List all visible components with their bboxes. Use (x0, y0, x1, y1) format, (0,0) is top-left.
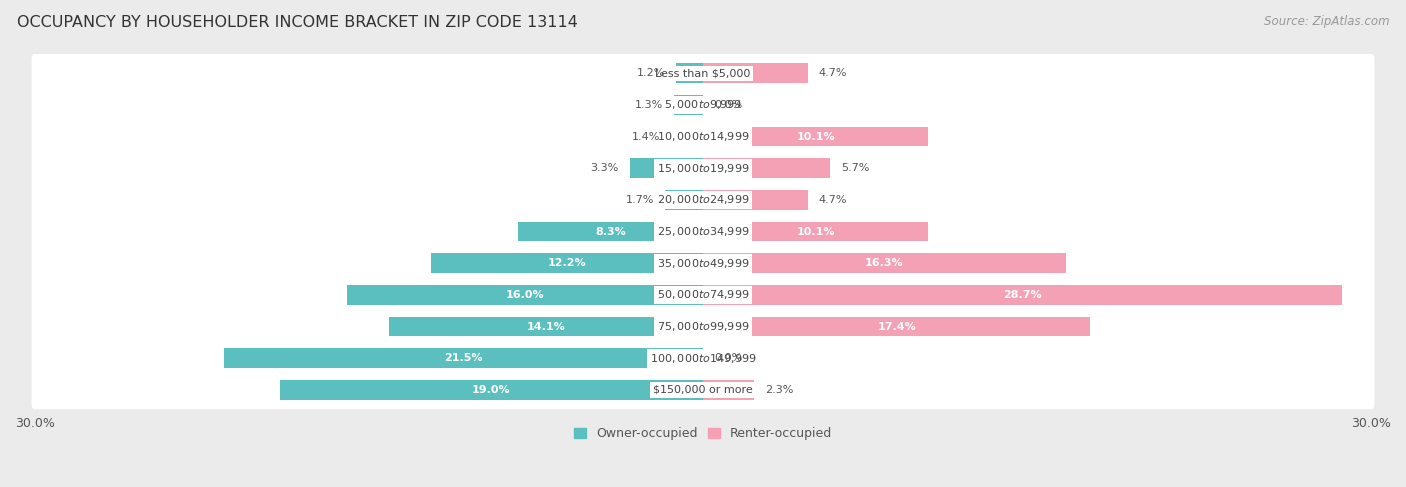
Bar (519, 222, 703, 242)
Text: 2.3%: 2.3% (765, 385, 794, 395)
FancyBboxPatch shape (31, 117, 1375, 156)
Bar (673, 95, 703, 115)
FancyBboxPatch shape (31, 276, 1375, 314)
Text: 3.3%: 3.3% (591, 163, 619, 173)
Text: 10.1%: 10.1% (796, 131, 835, 142)
Text: 1.3%: 1.3% (634, 100, 662, 110)
Bar (703, 253, 1066, 273)
Text: 28.7%: 28.7% (1004, 290, 1042, 300)
Bar (224, 348, 703, 368)
Text: 4.7%: 4.7% (818, 195, 848, 205)
Text: $50,000 to $74,999: $50,000 to $74,999 (657, 288, 749, 301)
Text: $15,000 to $19,999: $15,000 to $19,999 (657, 162, 749, 175)
Bar (665, 190, 703, 210)
FancyBboxPatch shape (31, 244, 1375, 282)
Text: OCCUPANCY BY HOUSEHOLDER INCOME BRACKET IN ZIP CODE 13114: OCCUPANCY BY HOUSEHOLDER INCOME BRACKET … (17, 15, 578, 30)
FancyBboxPatch shape (31, 371, 1375, 409)
FancyBboxPatch shape (31, 54, 1375, 93)
Bar (703, 285, 1343, 305)
Text: 14.1%: 14.1% (527, 321, 565, 332)
Text: 21.5%: 21.5% (444, 353, 482, 363)
Legend: Owner-occupied, Renter-occupied: Owner-occupied, Renter-occupied (568, 422, 838, 445)
Text: 16.0%: 16.0% (506, 290, 544, 300)
Bar (672, 127, 703, 147)
Bar (280, 380, 703, 400)
Bar (703, 158, 830, 178)
Text: $100,000 to $149,999: $100,000 to $149,999 (650, 352, 756, 365)
Text: $150,000 or more: $150,000 or more (654, 385, 752, 395)
Bar (389, 317, 703, 337)
FancyBboxPatch shape (31, 181, 1375, 219)
Text: 4.7%: 4.7% (818, 68, 848, 78)
Text: 8.3%: 8.3% (595, 226, 626, 237)
FancyBboxPatch shape (31, 149, 1375, 187)
FancyBboxPatch shape (31, 86, 1375, 124)
Bar (703, 127, 928, 147)
Text: $20,000 to $24,999: $20,000 to $24,999 (657, 193, 749, 206)
Text: 0.0%: 0.0% (714, 100, 742, 110)
Text: 1.2%: 1.2% (637, 68, 665, 78)
Bar (703, 222, 928, 242)
Text: 19.0%: 19.0% (472, 385, 510, 395)
Bar (703, 380, 754, 400)
Text: Source: ZipAtlas.com: Source: ZipAtlas.com (1264, 15, 1389, 28)
Text: 17.4%: 17.4% (877, 321, 917, 332)
Bar (630, 158, 703, 178)
Text: 1.4%: 1.4% (633, 131, 661, 142)
FancyBboxPatch shape (31, 339, 1375, 377)
Bar (703, 190, 807, 210)
Bar (347, 285, 703, 305)
Text: 16.3%: 16.3% (865, 258, 904, 268)
Text: $35,000 to $49,999: $35,000 to $49,999 (657, 257, 749, 270)
FancyBboxPatch shape (31, 212, 1375, 251)
Text: $10,000 to $14,999: $10,000 to $14,999 (657, 130, 749, 143)
Text: $5,000 to $9,999: $5,000 to $9,999 (664, 98, 742, 112)
Text: Less than $5,000: Less than $5,000 (655, 68, 751, 78)
Text: $25,000 to $34,999: $25,000 to $34,999 (657, 225, 749, 238)
Text: 12.2%: 12.2% (548, 258, 586, 268)
FancyBboxPatch shape (31, 307, 1375, 346)
Text: $75,000 to $99,999: $75,000 to $99,999 (657, 320, 749, 333)
Text: 1.7%: 1.7% (626, 195, 654, 205)
Text: 10.1%: 10.1% (796, 226, 835, 237)
Text: 5.7%: 5.7% (841, 163, 869, 173)
Bar (703, 317, 1091, 337)
Bar (432, 253, 703, 273)
Bar (676, 63, 703, 83)
Bar (703, 63, 807, 83)
Text: 0.0%: 0.0% (714, 353, 742, 363)
